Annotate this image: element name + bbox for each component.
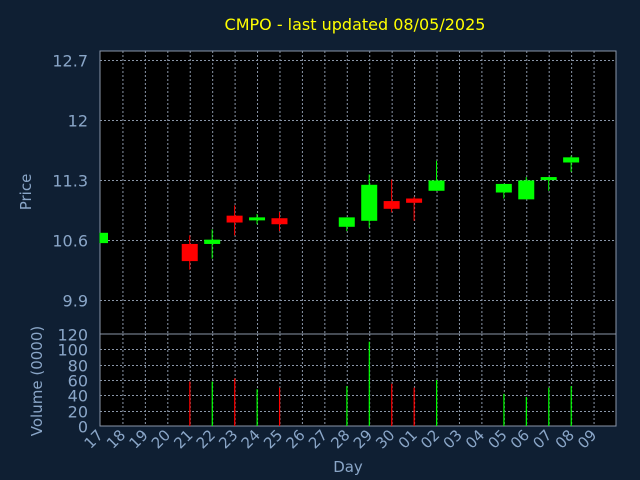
volume-bars	[189, 341, 572, 426]
price-panel	[99, 50, 617, 335]
price-tick-label: 12.7	[52, 52, 88, 71]
price-tick-label: 12	[68, 112, 88, 131]
volume-tick-label: 60	[68, 372, 88, 391]
volume-axis-label: Volume (0000)	[28, 326, 46, 436]
volume-tick-label: 120	[57, 326, 88, 345]
candle-body	[383, 201, 400, 209]
candle-body	[518, 180, 535, 200]
x-tick-labels: 1718192021222324252627282930010203040506…	[81, 426, 601, 452]
candle-body	[338, 217, 355, 227]
volume-tick-label: 0	[78, 418, 88, 437]
x-axis-label: Day	[333, 458, 363, 476]
volume-bar	[368, 341, 370, 426]
volume-bar	[391, 383, 393, 426]
volume-bar	[548, 387, 550, 426]
volume-bar	[211, 381, 213, 426]
price-axis-label: Price	[17, 174, 35, 211]
candle-body	[204, 239, 221, 244]
price-tick-label: 11.3	[52, 172, 88, 191]
volume-bar	[413, 387, 415, 426]
volume-tick-label: 20	[68, 403, 88, 422]
volume-bar	[503, 393, 505, 426]
volume-bar	[256, 389, 258, 426]
volume-bar	[234, 378, 236, 426]
candles	[99, 155, 580, 270]
candle-body	[249, 217, 266, 221]
price-tick-labels: 12.7 12 11.3 10.6 9.9	[52, 52, 88, 311]
volume-bar	[278, 387, 281, 426]
volume-tick-label: 80	[68, 357, 88, 376]
candle-body	[563, 157, 580, 163]
volume-bar	[525, 396, 527, 426]
candle-body	[406, 198, 423, 203]
volume-bar	[189, 381, 191, 426]
volume-tick-label: 100	[57, 341, 88, 360]
candle-body	[181, 243, 198, 262]
candle-body	[428, 180, 445, 191]
chart-title: CMPO - last updated 08/05/2025	[225, 15, 486, 34]
candle-body	[540, 177, 557, 181]
volume-tick-label: 40	[68, 387, 88, 406]
volume-bar	[346, 386, 348, 426]
candle-body	[100, 232, 108, 244]
candle-body	[361, 184, 378, 221]
volume-bar	[570, 386, 572, 426]
candle-body	[226, 215, 243, 223]
candle-body	[495, 183, 512, 193]
price-tick-label: 10.6	[52, 232, 88, 251]
price-tick-label: 9.9	[63, 292, 88, 311]
volume-bar	[436, 380, 438, 426]
candle-body	[271, 218, 288, 225]
